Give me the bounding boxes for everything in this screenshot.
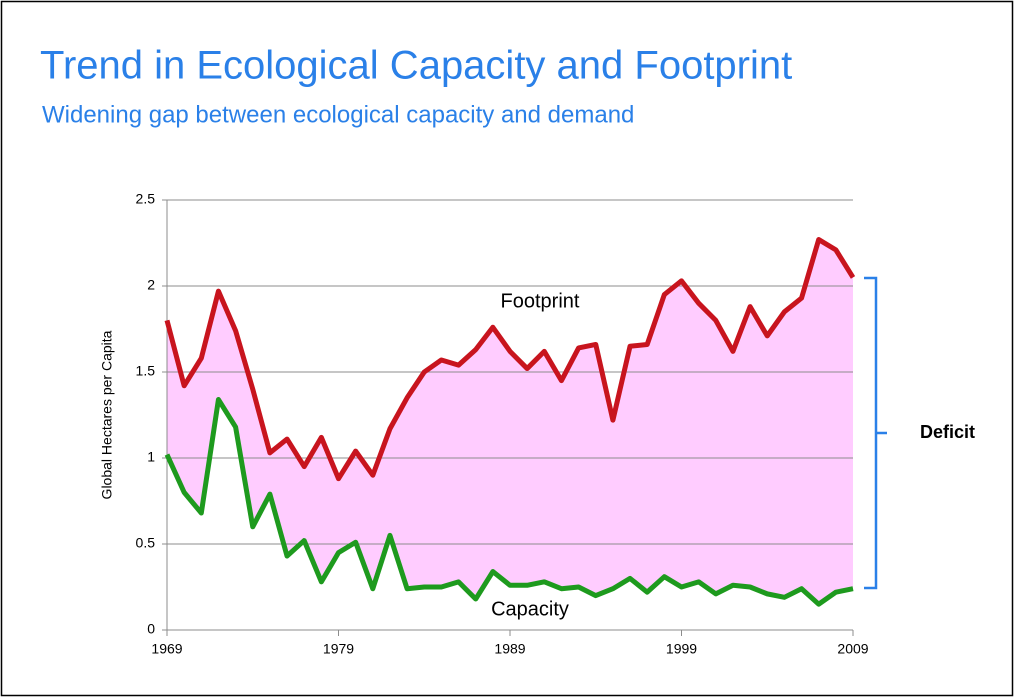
x-tick-label: 2009 bbox=[837, 641, 868, 657]
series-line bbox=[164, 237, 856, 482]
x-tick-label: 1999 bbox=[666, 641, 697, 657]
series-label: Footprint bbox=[501, 290, 580, 312]
x-tick-label: 1969 bbox=[151, 641, 182, 657]
chart-title: Trend in Ecological Capacity and Footpri… bbox=[40, 44, 792, 88]
y-tick-label: 2 bbox=[147, 277, 155, 293]
y-tick-label: 2.5 bbox=[136, 191, 156, 207]
series-line bbox=[164, 397, 854, 607]
x-tick-label: 1989 bbox=[494, 641, 525, 657]
series-label: Capacity bbox=[491, 598, 569, 620]
y-axis-label: Global Hectares per Capita bbox=[99, 330, 115, 499]
x-tick-label: 1979 bbox=[323, 641, 354, 657]
y-tick-label: 1 bbox=[147, 449, 155, 465]
y-tick-label: 1.5 bbox=[136, 363, 156, 379]
gap-area bbox=[167, 239, 853, 605]
annotation: Deficit bbox=[920, 422, 975, 442]
y-tick-label: 0.5 bbox=[136, 535, 156, 551]
y-tick-label: 0 bbox=[147, 621, 155, 637]
chart-subtitle: Widening gap between ecological capacity… bbox=[42, 101, 634, 128]
deficit-bracket bbox=[864, 276, 887, 590]
